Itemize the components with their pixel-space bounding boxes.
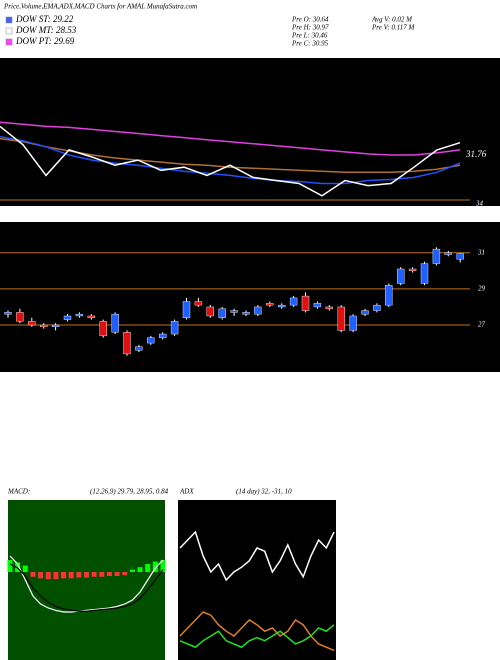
histogram-bar	[106, 572, 112, 576]
candle-body	[444, 252, 452, 255]
macd-panel	[8, 500, 165, 660]
candle-body	[147, 337, 155, 344]
candle-body	[361, 310, 369, 315]
candle-body	[4, 312, 12, 315]
histogram-bar	[15, 562, 21, 572]
candle-body	[397, 268, 405, 284]
stat: Pre O: 30.64	[291, 16, 329, 24]
histogram-bar	[129, 569, 135, 572]
candle-body	[278, 304, 286, 308]
legend-label: DOW ST: 29.22	[15, 14, 74, 24]
candle-body	[373, 304, 381, 311]
candle-body	[182, 301, 191, 318]
series-line	[9, 555, 164, 613]
y-tick-label: 27	[478, 321, 486, 329]
histogram-bar	[38, 572, 44, 579]
candle-body	[75, 313, 84, 317]
price-annotation: 31.76	[465, 149, 487, 159]
candle-body	[242, 312, 250, 315]
candle-body	[432, 248, 441, 264]
candle-body	[456, 253, 464, 260]
candle-body	[99, 321, 107, 337]
histogram-bar	[76, 572, 82, 578]
price-panel	[0, 222, 500, 372]
histogram-bar	[122, 572, 128, 576]
histogram-bar	[22, 565, 28, 572]
series-line	[9, 563, 164, 612]
candle-body	[111, 313, 119, 333]
candle-body	[313, 303, 322, 308]
volume-stat: Pre V: 0.117 M	[371, 24, 415, 32]
histogram-bar	[84, 572, 89, 578]
y-tick-label: 31	[477, 248, 485, 256]
level-annotation: 34	[475, 200, 484, 208]
macd-title: MACD:	[7, 488, 30, 496]
series-line	[0, 125, 461, 197]
candle-body	[301, 295, 310, 311]
histogram-bar	[137, 567, 143, 572]
ema-panel	[0, 58, 500, 206]
candle-body	[266, 303, 274, 306]
histogram-bar	[99, 572, 105, 577]
candle-body	[170, 321, 179, 335]
adx-title: ADX	[179, 488, 194, 496]
adx-subtitle: (14 day) 32, -31, 10	[236, 488, 292, 496]
candle-body	[325, 306, 333, 309]
candle-body	[408, 268, 417, 271]
candle-body	[349, 315, 357, 331]
histogram-bar	[114, 572, 120, 576]
candle-body	[230, 310, 238, 313]
candle-body	[337, 306, 345, 331]
candle-body	[51, 324, 60, 328]
stat: Pre H: 30.97	[291, 24, 329, 32]
legend-swatch	[5, 38, 13, 46]
histogram-bar	[61, 572, 67, 579]
histogram-bar	[91, 572, 97, 577]
adx-panel	[178, 500, 336, 660]
candle-body	[40, 324, 48, 328]
histogram-bar	[30, 572, 36, 577]
candle-body	[123, 332, 131, 355]
candle-body	[135, 346, 143, 351]
macd-subtitle: (12,26,9) 29.79, 28.95, 0.84	[90, 488, 169, 496]
series-line	[179, 624, 335, 649]
histogram-bar	[7, 560, 13, 572]
candle-body	[254, 306, 262, 315]
candle-body	[385, 285, 393, 306]
series-line	[0, 121, 461, 156]
legend-swatch	[5, 27, 13, 35]
candle-body	[28, 321, 36, 326]
histogram-bar	[145, 564, 151, 572]
histogram-bar	[152, 561, 158, 572]
volume-stat: Avg V: 0.02 M	[371, 16, 413, 24]
histogram-bar	[45, 572, 51, 580]
candle-body	[206, 306, 215, 317]
histogram-bar	[53, 572, 59, 580]
stat: Pre L: 30.46	[291, 32, 328, 40]
series-line	[179, 530, 335, 582]
legend-label: DOW MT: 28.53	[15, 25, 77, 35]
histogram-bar	[160, 560, 166, 572]
candle-body	[289, 297, 298, 306]
candle-body	[158, 333, 167, 338]
header: Price,Volume,EMA,ADX,MACD Charts for AMA…	[3, 3, 197, 11]
stat: Pre C: 30.95	[291, 40, 329, 48]
legend-swatch	[5, 16, 13, 24]
y-tick-label: 29	[478, 284, 486, 292]
candle-body	[63, 315, 72, 320]
candle-body	[87, 315, 96, 318]
series-line	[179, 611, 335, 652]
candle-body	[194, 301, 203, 306]
series-line	[0, 135, 461, 185]
legend-label: DOW PT: 29.69	[15, 36, 75, 46]
candle-body	[16, 312, 24, 322]
candle-body	[218, 308, 226, 318]
histogram-bar	[68, 572, 74, 579]
candle-body	[420, 263, 429, 284]
